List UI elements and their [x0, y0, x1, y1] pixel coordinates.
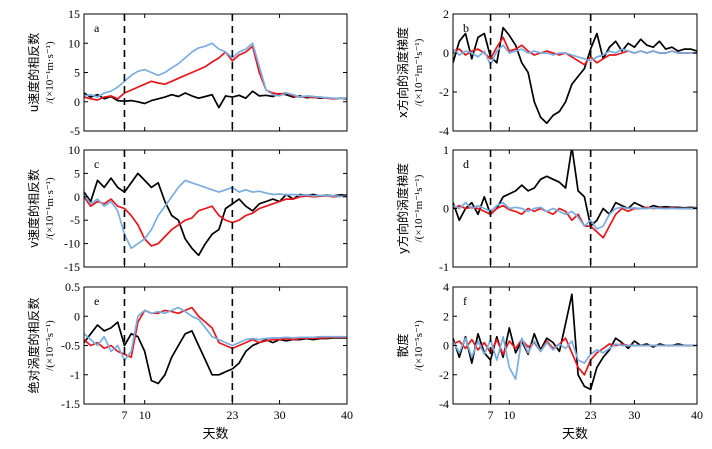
series-line-e-2 [84, 306, 347, 361]
series-line-a-2 [84, 42, 347, 100]
plot-frame [83, 149, 348, 268]
y-tick-label: -5 [70, 124, 80, 138]
y-tick-label: -4 [439, 124, 449, 138]
y-tick-label: 0 [74, 309, 80, 323]
series-line-e-0 [84, 321, 347, 385]
panel-b: -4 -2 0 2b x方向的涡度梯度/(×10⁻¹m⁻¹s⁻¹) [395, 7, 698, 138]
panel-label: e [94, 294, 99, 308]
x-tick-label: 23 [226, 408, 238, 422]
series-line-a-1 [84, 45, 347, 101]
panel-d: -1 0 1d y方向的涡度梯度/(×10⁻¹m⁻¹s⁻¹) [395, 143, 698, 274]
y-axis-units: /(×10⁻¹m⁻¹s⁻¹) [413, 38, 425, 106]
y-tick-label: -1 [439, 260, 449, 274]
y-tick-label: -4 [439, 397, 449, 411]
y-tick-label: 15 [68, 7, 80, 21]
y-tick-label: -10 [64, 237, 80, 251]
y-axis-label: v速度的相反数 [26, 169, 41, 248]
y-axis-units: /(×10⁻¹m⁻¹s⁻¹) [413, 174, 425, 242]
plot-frame [83, 286, 348, 405]
series-line-c-2 [84, 179, 347, 250]
y-tick-label: 0 [443, 202, 449, 216]
panel-c: -15 -10 -5 0 5 10 c v速度的相反数/(×10⁻¹m·s⁻¹) [26, 143, 348, 274]
y-tick-label: -5 [70, 213, 80, 227]
y-tick-label: -2 [439, 85, 449, 99]
y-tick-label: 4 [443, 280, 449, 294]
x-axis-label: 天数 [562, 427, 588, 442]
y-tick-label: 10 [68, 143, 80, 157]
y-tick-label: 2 [443, 7, 449, 21]
y-tick-label: -1 [70, 368, 80, 382]
plot-frame [83, 13, 348, 132]
plot-frame [452, 13, 698, 132]
y-tick-label: 0 [443, 46, 449, 60]
y-axis-label: 绝对涡度的相反数 [26, 297, 41, 393]
x-tick-label: 40 [691, 408, 703, 422]
y-axis-label: x方向的涡度梯度 [395, 27, 410, 118]
panel-e: -1.5 -1 -0.5 0 0.5 7 10 23 30 40 e 绝对涡度的相反数/(×10⁻⁵s… [26, 280, 353, 442]
y-axis-label: u速度的相反数 [26, 33, 41, 113]
series-line-e-1 [84, 306, 347, 359]
x-tick-label: 7 [488, 408, 494, 422]
x-tick-label: 30 [628, 408, 640, 422]
panel-f: -4 -2 0 2 4 7 10 23 30 40 f 散度/(×10⁻⁵s⁻¹) 天数 [395, 280, 703, 442]
panel-a: -5 0 5 10 15 a u速度的相反数/(×10⁻¹m·s⁻¹) [26, 7, 348, 138]
x-tick-label: 10 [503, 408, 515, 422]
y-tick-label: 10 [68, 36, 80, 50]
x-axis-label: 天数 [202, 427, 228, 442]
y-axis-units: /(×10⁻⁵s⁻¹) [44, 320, 56, 371]
y-tick-label: 1 [443, 143, 449, 157]
panel-label: a [94, 21, 100, 35]
panel-label: c [94, 157, 99, 171]
y-tick-label: -0.5 [61, 339, 80, 353]
y-tick-label: -2 [439, 368, 449, 382]
x-tick-label: 40 [341, 408, 353, 422]
y-axis-units: /(×10⁻⁵s⁻¹) [413, 320, 425, 371]
y-tick-label: 0.5 [65, 280, 80, 294]
y-tick-label: 5 [74, 66, 80, 80]
series-line-d-2 [453, 201, 697, 230]
x-tick-label: 10 [139, 408, 151, 422]
x-tick-label: 7 [121, 408, 127, 422]
y-tick-label: 2 [443, 309, 449, 323]
panel-label: f [463, 294, 467, 308]
y-axis-units: /(×10⁻¹m·s⁻¹) [44, 41, 56, 104]
x-tick-label: 30 [274, 408, 286, 422]
y-tick-label: 0 [74, 95, 80, 109]
panel-label: b [463, 21, 469, 35]
series-line-b-2 [453, 44, 697, 66]
y-axis-label: y方向的涡度梯度 [395, 163, 410, 254]
y-tick-label: -15 [64, 260, 80, 274]
series-line-f-2 [453, 335, 697, 380]
y-tick-label: -1.5 [61, 397, 80, 411]
y-axis-label: 散度 [395, 333, 410, 357]
series-line-b-0 [453, 26, 697, 125]
series-line-c-1 [84, 195, 347, 247]
y-tick-label: 0 [443, 339, 449, 353]
y-tick-label: 0 [74, 190, 80, 204]
series-line-c-0 [84, 172, 347, 257]
y-tick-label: 5 [74, 166, 80, 180]
x-tick-label: 23 [585, 408, 597, 422]
y-axis-units: /(×10⁻¹m·s⁻¹) [44, 177, 56, 240]
panel-label: d [463, 157, 469, 171]
